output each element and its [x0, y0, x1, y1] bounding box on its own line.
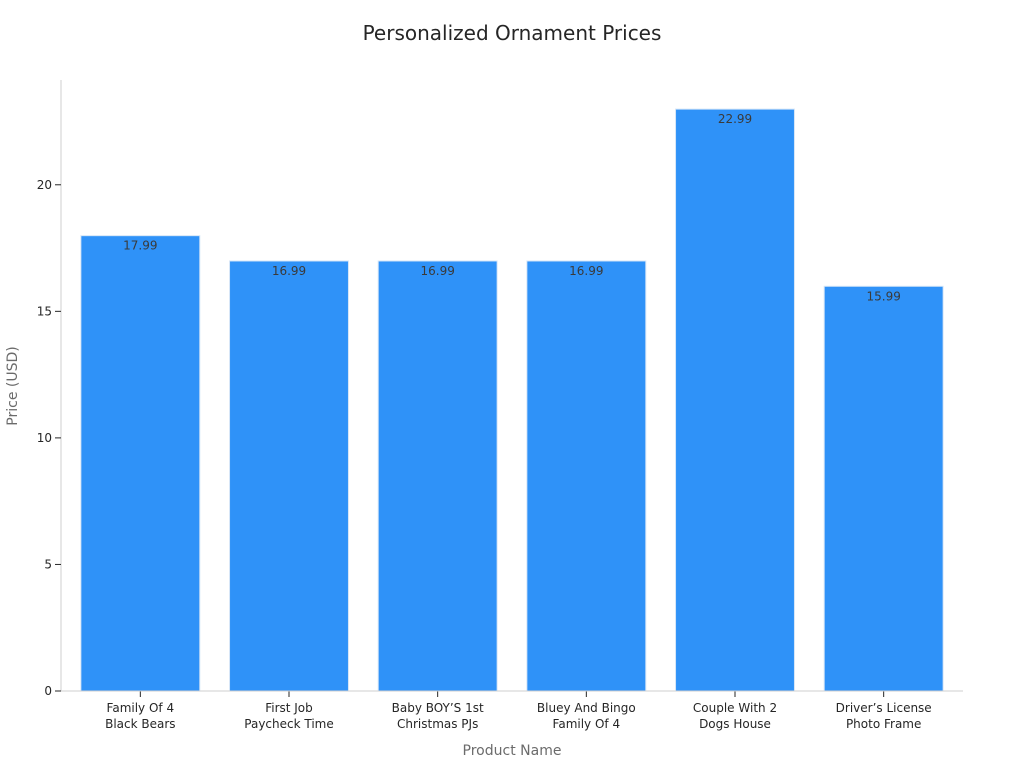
chart-title: Personalized Ornament Prices — [363, 21, 662, 45]
x-tick-label: Family Of 4 — [107, 701, 175, 715]
bar-value-label: 16.99 — [272, 264, 306, 278]
bar-value-label: 22.99 — [718, 112, 752, 126]
x-tick-label: Bluey And Bingo — [537, 701, 636, 715]
bar — [526, 260, 647, 692]
bar — [377, 260, 498, 692]
y-tick-label: 5 — [44, 557, 52, 571]
y-tick-label: 0 — [44, 684, 52, 698]
bar — [229, 260, 349, 692]
y-axis: 0 5 10 15 20 — [37, 80, 62, 698]
x-tick-label: Photo Frame — [846, 717, 921, 731]
x-tick-label: Dogs House — [699, 717, 771, 731]
y-axis-label: Price (USD) — [5, 346, 21, 425]
x-tick-label: Driver’s License — [836, 701, 932, 715]
bars: 17.99 16.99 16.99 16.99 22.99 15.99 — [80, 108, 944, 692]
bar — [823, 285, 944, 692]
bar — [675, 108, 795, 692]
x-tick-label: Paycheck Time — [244, 717, 333, 731]
bar-value-label: 15.99 — [866, 289, 900, 303]
x-tick-label: Family Of 4 — [553, 717, 621, 731]
y-tick-label: 20 — [37, 178, 52, 192]
x-tick-label: Baby BOY’S 1st — [392, 701, 484, 715]
bar-value-label: 16.99 — [569, 264, 603, 278]
bar — [80, 235, 201, 692]
bar-value-label: 17.99 — [123, 239, 157, 253]
y-tick-label: 10 — [37, 431, 52, 445]
y-tick-label: 15 — [37, 304, 52, 318]
x-tick-label: Couple With 2 — [693, 701, 777, 715]
bar-value-label: 16.99 — [420, 264, 454, 278]
x-tick-label: First Job — [265, 701, 313, 715]
x-axis: Family Of 4 Black Bears First Job Paycheck … — [61, 690, 963, 731]
x-tick-label: Christmas PJs — [397, 717, 478, 731]
x-axis-label: Product Name — [463, 743, 562, 759]
x-tick-label: Black Bears — [105, 717, 175, 731]
